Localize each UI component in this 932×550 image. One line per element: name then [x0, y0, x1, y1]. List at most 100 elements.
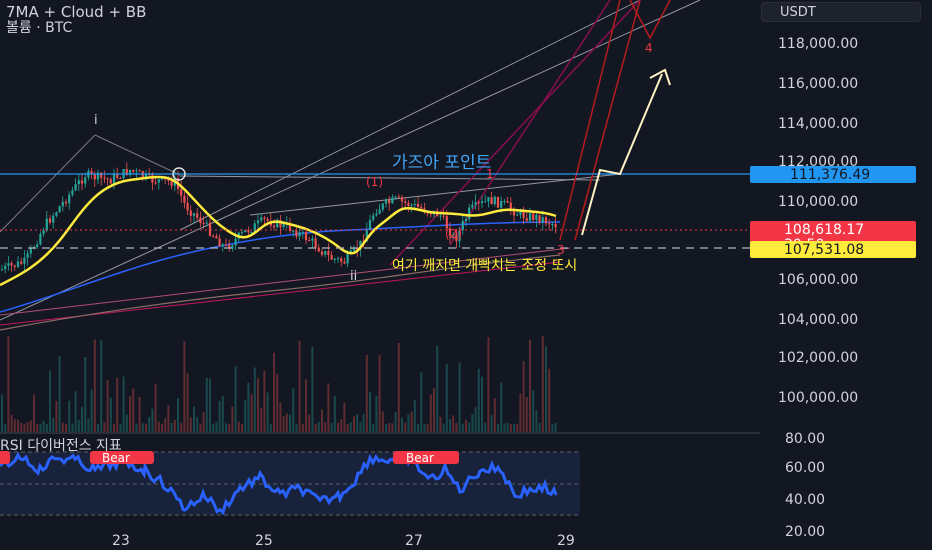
volume-bar — [449, 418, 451, 432]
candle-body — [135, 170, 138, 172]
volume-bar — [250, 394, 253, 432]
volume-bar — [532, 390, 535, 432]
candle-body — [512, 209, 516, 216]
volume-bar — [317, 421, 320, 432]
wave-label-3: 3 — [557, 243, 565, 257]
candle-body — [52, 215, 55, 223]
volume-bar — [337, 422, 339, 432]
candle-body — [74, 184, 77, 191]
bear-badge — [90, 451, 154, 464]
volume-bar — [113, 423, 115, 432]
volume-bar — [359, 422, 362, 432]
candle-body — [324, 251, 327, 255]
volume-bar — [193, 406, 195, 432]
candle-body — [372, 215, 375, 220]
volume-bar — [237, 421, 240, 432]
candle-body — [413, 203, 416, 205]
level-label-yellow: 107,531.08 — [784, 242, 864, 258]
volume-bar — [369, 391, 371, 432]
volume-bar — [65, 423, 67, 432]
volume-bar — [487, 337, 490, 432]
wave-label-ii: ii — [350, 269, 357, 284]
candle-body — [301, 231, 304, 233]
wave-label-2: (2) — [445, 227, 462, 241]
indicator-title[interactable]: 7MA + Cloud + BB — [6, 3, 147, 21]
volume-bar — [93, 339, 96, 432]
volume-bar — [42, 420, 45, 432]
volume-bar — [84, 357, 87, 432]
candle-body — [461, 221, 464, 230]
candle-body — [532, 213, 535, 220]
candle-body — [308, 240, 311, 242]
candle-body — [295, 230, 298, 237]
volume-bar — [154, 383, 157, 432]
candle-body — [282, 223, 285, 228]
candle-body — [317, 247, 320, 252]
candle-body — [384, 200, 388, 204]
price-tick: 110,000.00 — [778, 194, 858, 210]
volume-bar — [167, 405, 170, 432]
gazua-point-text[interactable]: 가즈아 포인트 — [392, 153, 491, 173]
candle-body — [244, 230, 247, 232]
bear-badge — [0, 451, 10, 464]
candle-body — [496, 196, 500, 208]
brown-ma-line — [0, 254, 561, 331]
volume-bar — [257, 378, 259, 432]
trendline — [94, 134, 181, 176]
correction-warning-text[interactable]: 여기 깨지면 개빡치는 조정 또시 — [392, 258, 577, 274]
candle-body — [407, 202, 410, 207]
candle-body — [538, 214, 541, 223]
volume-bar — [148, 416, 151, 432]
volume-bar — [39, 423, 42, 432]
volume-bar — [308, 414, 311, 432]
candle-body — [26, 253, 29, 258]
candle-body — [452, 234, 455, 237]
candle-body — [503, 200, 506, 202]
volume-indicator-title[interactable]: 볼륨 · BTC — [6, 20, 73, 36]
candle-body — [250, 232, 253, 234]
candle-body — [493, 196, 496, 205]
volume-bar — [458, 362, 461, 432]
candle-body — [448, 228, 452, 237]
volume-bar — [77, 419, 80, 432]
candle-body — [548, 223, 551, 225]
volume-bar — [244, 400, 247, 432]
volume-bar — [157, 421, 160, 432]
candle-body — [477, 202, 480, 204]
volume-bar — [180, 423, 183, 432]
candle-body — [288, 223, 292, 231]
candle-body — [228, 244, 231, 249]
volume-bar — [497, 424, 499, 432]
price-tick: 114,000.00 — [778, 116, 858, 132]
candle-body — [240, 231, 244, 233]
volume-bar — [506, 422, 509, 432]
candle-body — [509, 202, 512, 210]
candle-body — [119, 178, 122, 180]
volume-bar — [324, 422, 327, 432]
rsi-axis: 80.00 60.00 40.00 20.00 — [785, 431, 825, 540]
candle-body — [80, 180, 84, 184]
candle-body — [48, 218, 52, 223]
volume-bar — [135, 423, 138, 432]
level-label-yellow-bg — [750, 241, 916, 258]
candle-body — [224, 244, 228, 246]
volume-bar — [362, 414, 365, 432]
volume-bar — [52, 418, 55, 432]
currency-button[interactable]: USDT — [761, 2, 921, 22]
volume-bar — [225, 423, 227, 432]
volume-bar — [122, 376, 125, 432]
volume-bar — [119, 423, 122, 432]
rsi-indicator-title[interactable]: RSI 다이버전스 지표 — [0, 438, 122, 454]
volume-bar — [445, 364, 448, 432]
candle-body — [480, 201, 484, 204]
candle-body — [58, 206, 61, 213]
price-tick: 102,000.00 — [778, 350, 858, 366]
candle-body — [554, 224, 557, 228]
prediction-arrow[interactable] — [581, 68, 671, 236]
volume-bar — [490, 415, 493, 432]
trendline — [0, 247, 571, 316]
volume-bar — [305, 379, 307, 432]
trendline — [0, 134, 96, 233]
candle-body — [420, 206, 423, 209]
